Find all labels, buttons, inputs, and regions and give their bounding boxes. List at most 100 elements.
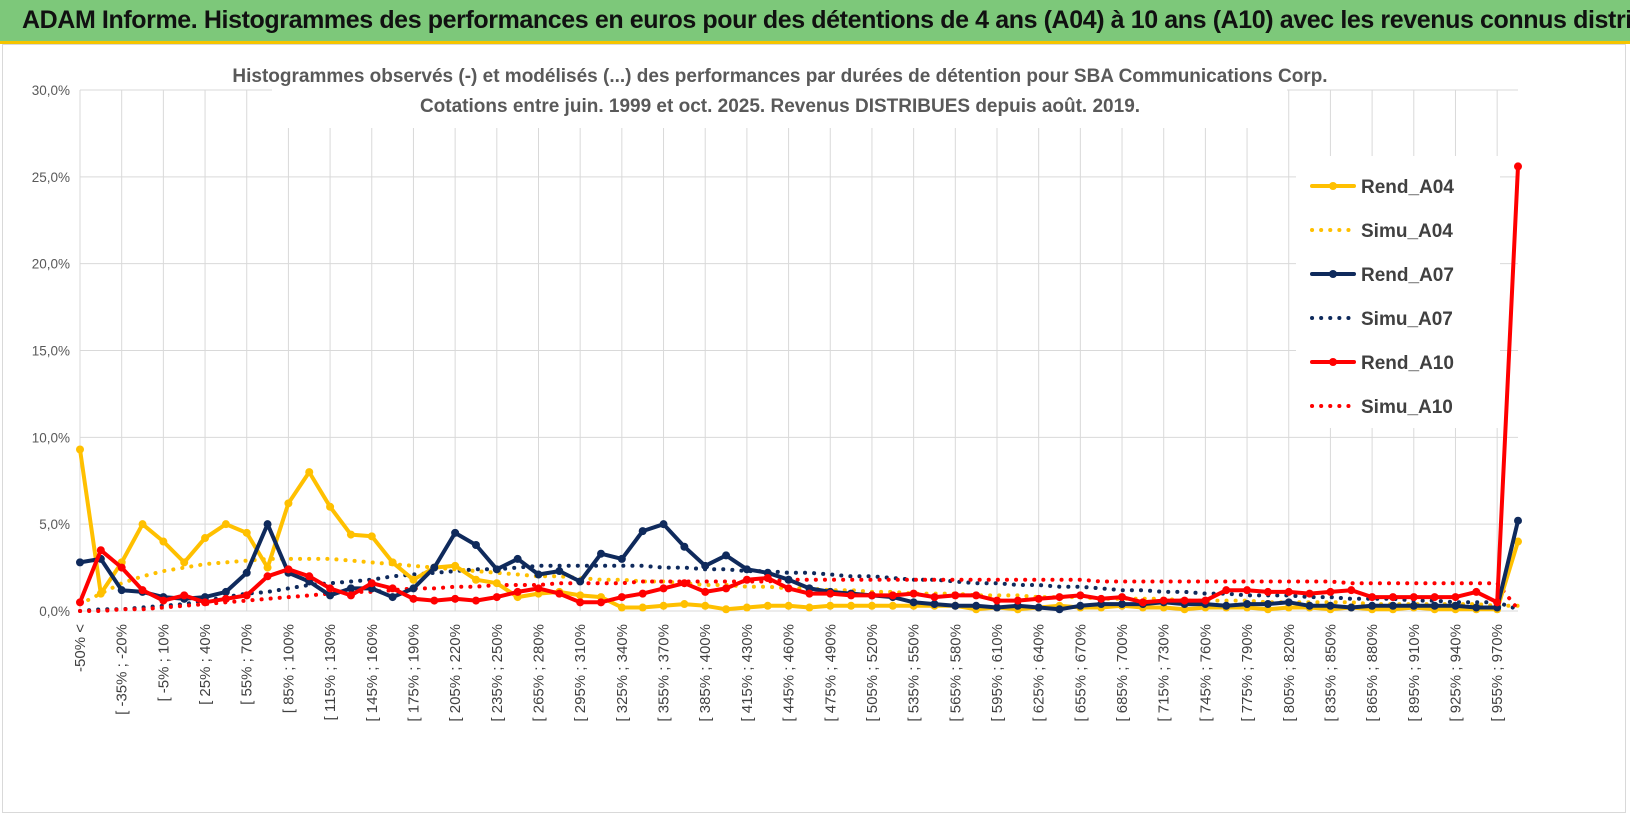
data-point-rend_a10 [867, 591, 876, 600]
legend-label-simu_a07: Simu_A07 [1361, 309, 1453, 330]
data-point-rend_a10 [1388, 593, 1397, 602]
data-point-rend_a07 [1388, 601, 1397, 610]
x-tick-label: [ 865% ; 880% [1364, 624, 1381, 722]
legend-label-simu_a10: Simu_A10 [1361, 397, 1453, 418]
data-point-rend_a10 [1472, 587, 1481, 596]
data-point-rend_a07 [638, 527, 647, 536]
data-point-rend_a07 [1055, 605, 1064, 614]
data-point-rend_a07 [242, 568, 251, 577]
legend-marker-rend_a10 [1329, 358, 1337, 366]
x-tick-label: [ 85% ; 100% [280, 624, 297, 713]
data-point-rend_a07 [617, 554, 626, 563]
data-point-rend_a04 [742, 603, 751, 612]
legend-marker-rend_a04 [1329, 182, 1337, 190]
x-tick-label: [ 715% ; 730% [1156, 624, 1173, 722]
data-point-rend_a10 [951, 591, 960, 600]
chart-frame [2, 44, 1626, 813]
y-tick-label: 25,0% [32, 170, 70, 185]
data-point-rend_a10 [1034, 594, 1043, 603]
data-point-rend_a07 [972, 601, 981, 610]
x-tick-label: [ 655% ; 670% [1072, 624, 1089, 722]
data-point-rend_a04 [451, 561, 460, 570]
data-point-rend_a07 [388, 593, 397, 602]
data-point-rend_a04 [638, 603, 647, 612]
x-tick-label: [ 625% ; 640% [1031, 624, 1048, 722]
x-tick-label: [ 25% ; 40% [197, 624, 214, 705]
data-point-rend_a04 [367, 532, 376, 541]
x-tick-label: [ 925% ; 940% [1447, 624, 1464, 722]
data-point-rend_a07 [451, 528, 460, 537]
data-point-rend_a10 [1305, 589, 1314, 598]
data-point-rend_a07 [1326, 601, 1335, 610]
x-tick-label: [ 595% ; 610% [989, 624, 1006, 722]
data-point-rend_a10 [1284, 587, 1293, 596]
data-point-rend_a10 [1138, 598, 1147, 607]
data-point-rend_a10 [1243, 586, 1252, 595]
data-point-rend_a07 [930, 600, 939, 609]
x-tick-label: [ 895% ; 910% [1406, 624, 1423, 722]
series-line-rend_a07 [78, 518, 1520, 612]
x-tick-label: [ -5% ; 10% [155, 624, 172, 702]
data-point-rend_a10 [326, 584, 335, 593]
x-tick-label: [ 475% ; 490% [822, 624, 839, 722]
data-point-rend_a04 [76, 445, 84, 454]
series-line-rend_a10 [78, 164, 1520, 605]
data-point-rend_a10 [1263, 587, 1272, 596]
data-point-rend_a07 [1222, 601, 1231, 610]
data-point-rend_a07 [1514, 516, 1522, 525]
data-point-rend_a10 [1097, 594, 1106, 603]
data-point-rend_a07 [1243, 600, 1252, 609]
data-point-rend_a10 [96, 546, 105, 555]
data-point-rend_a07 [117, 586, 126, 595]
legend-marker-rend_a07 [1329, 270, 1337, 278]
data-point-rend_a04 [138, 520, 147, 529]
x-tick-label: [ 385% ; 400% [697, 624, 714, 722]
chart-title-line-2: Cotations entre juin. 1999 et oct. 2025.… [420, 96, 1140, 117]
data-point-rend_a10 [742, 575, 751, 584]
data-point-rend_a07 [951, 601, 960, 610]
data-point-rend_a07 [722, 551, 731, 560]
data-point-rend_a07 [1472, 603, 1481, 612]
data-point-rend_a07 [1284, 598, 1293, 607]
data-point-rend_a07 [326, 591, 335, 600]
data-point-rend_a07 [784, 575, 793, 584]
data-point-rend_a10 [430, 596, 439, 605]
data-point-rend_a10 [992, 596, 1001, 605]
data-point-rend_a10 [888, 591, 897, 600]
data-point-rend_a04 [263, 563, 272, 572]
data-point-rend_a10 [409, 594, 418, 603]
data-point-rend_a10 [221, 594, 230, 603]
legend-label-rend_a07: Rend_A07 [1361, 265, 1454, 286]
data-point-rend_a04 [763, 601, 772, 610]
data-point-rend_a07 [909, 598, 918, 607]
data-point-rend_a07 [1368, 601, 1377, 610]
data-point-rend_a07 [1263, 600, 1272, 609]
y-tick-label: 5,0% [39, 517, 70, 532]
data-point-rend_a10 [1430, 593, 1439, 602]
y-tick-label: 10,0% [32, 430, 70, 445]
x-tick-label: [ 295% ; 310% [572, 624, 589, 722]
chart-title-line-1: Histogrammes observés (-) et modélisés (… [232, 66, 1327, 87]
data-point-rend_a10 [201, 598, 210, 607]
x-tick-label: [ -35% ; -20% [114, 624, 131, 715]
x-tick-label: [ 745% ; 760% [1197, 624, 1214, 722]
data-point-rend_a10 [346, 591, 355, 600]
data-point-rend_a07 [576, 577, 585, 586]
data-point-rend_a04 [159, 537, 168, 546]
data-point-rend_a04 [221, 520, 230, 529]
x-tick-label: [ 505% ; 520% [864, 624, 881, 722]
data-point-rend_a10 [471, 596, 480, 605]
data-point-rend_a07 [597, 549, 606, 558]
data-point-rend_a04 [242, 528, 251, 537]
legend-label-rend_a04: Rend_A04 [1361, 177, 1454, 198]
data-point-rend_a10 [263, 572, 272, 581]
data-point-rend_a04 [722, 605, 731, 614]
y-tick-label: 20,0% [32, 257, 70, 272]
data-point-rend_a10 [638, 589, 647, 598]
data-point-rend_a04 [346, 530, 355, 539]
data-point-rend_a10 [159, 596, 168, 605]
data-point-rend_a10 [1409, 593, 1418, 602]
data-point-rend_a04 [326, 502, 335, 511]
data-point-rend_a07 [221, 587, 230, 596]
